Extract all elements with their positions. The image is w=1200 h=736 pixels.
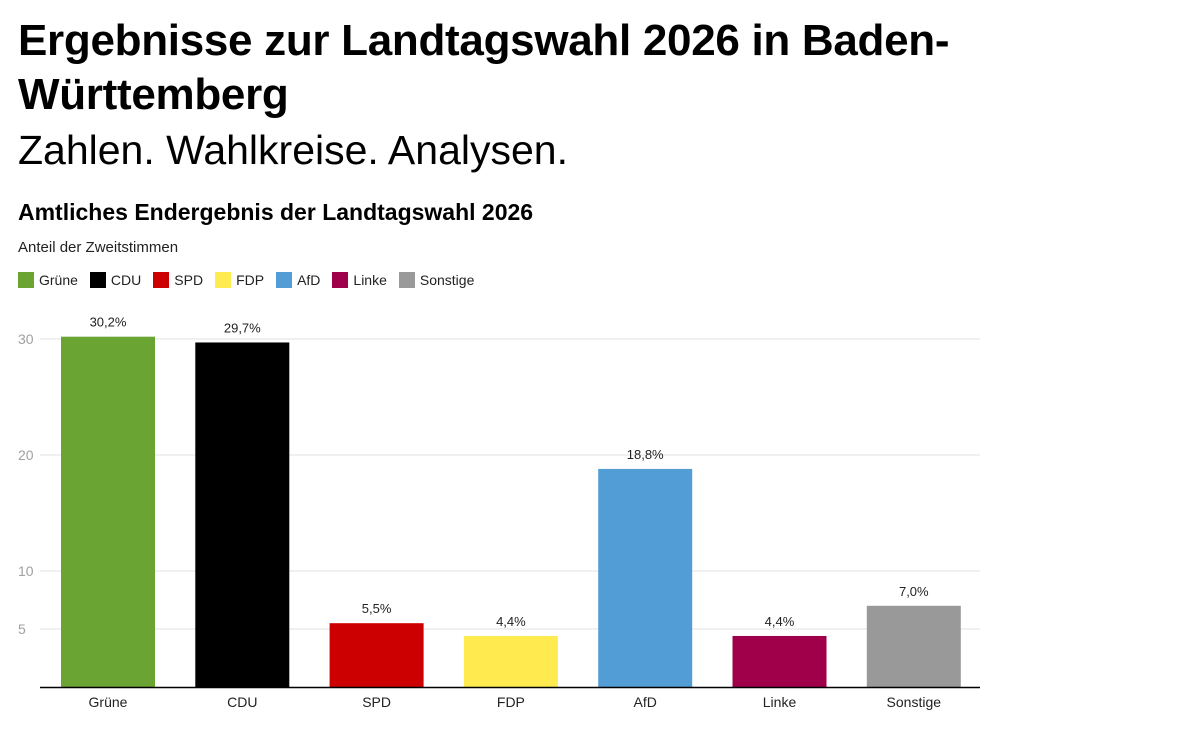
legend-label: FDP	[236, 272, 265, 288]
legend-label: Linke	[353, 272, 387, 288]
x-tick-label: Sonstige	[887, 694, 942, 710]
legend-item-sonstige: Sonstige	[398, 272, 475, 288]
value-label: 7,0%	[899, 584, 929, 599]
page-headline: Ergebnisse zur Landtagswahl 2026 in Bade…	[18, 16, 950, 119]
bar-linke	[732, 635, 827, 687]
legend-item-afd: AfD	[276, 272, 320, 288]
legend-item-fdp: FDP	[215, 272, 264, 288]
y-tick-label: 30	[18, 331, 34, 347]
legend-swatch	[153, 272, 170, 288]
bar-sonstige	[866, 605, 961, 687]
legend-item-spd: SPD	[153, 272, 203, 288]
legend-item-grüne: Grüne	[18, 272, 78, 288]
value-label: 30,2%	[90, 315, 127, 330]
x-tick-label: SPD	[362, 694, 391, 710]
chart-title: Amtliches Endergebnis der Landtagswahl 2…	[18, 199, 534, 225]
legend-swatch	[18, 272, 34, 288]
chart-subtitle: Anteil der Zweitstimmen	[18, 239, 179, 256]
value-label: 4,4%	[496, 614, 526, 629]
chart-legend: Grüne CDU SPD FDP AfD Linke Sonstige	[18, 272, 486, 288]
legend-swatch	[215, 272, 232, 288]
legend-swatch	[276, 272, 293, 288]
value-label: 18,8%	[627, 447, 664, 462]
bar-fdp	[463, 635, 558, 687]
x-tick-label: Linke	[763, 694, 797, 710]
legend-swatch	[89, 272, 106, 288]
legend-label: CDU	[110, 272, 142, 288]
y-tick-label: 10	[18, 563, 34, 579]
page-subline: Zahlen. Wahlkreise. Analysen.	[18, 127, 568, 173]
legend-swatch	[332, 272, 349, 288]
legend-label: SPD	[174, 272, 204, 288]
x-tick-label: AfD	[634, 694, 657, 710]
value-label: 5,5%	[362, 601, 392, 616]
x-tick-label: Grüne	[89, 694, 128, 710]
legend-item-cdu: CDU	[89, 272, 142, 288]
bar-chart: 5 10 20 30 30,2% Grüne 29,7% CDU 5,5% SPD 4,4% FDP 1…	[18, 315, 980, 710]
x-tick-label: CDU	[227, 694, 257, 710]
y-tick-label: 5	[18, 621, 26, 637]
legend-swatch	[398, 272, 415, 288]
bar-cdu	[195, 342, 290, 687]
legend-label: Sonstige	[419, 272, 475, 288]
y-tick-label: 20	[18, 447, 34, 463]
bar-afd	[598, 468, 693, 687]
value-label: 29,7%	[224, 320, 261, 335]
x-tick-label: FDP	[497, 694, 525, 710]
legend-label: Grüne	[39, 272, 78, 288]
legend-item-linke: Linke	[332, 272, 387, 288]
legend-label: AfD	[297, 272, 321, 288]
bar-grüne	[61, 336, 155, 687]
value-label: 4,4%	[765, 614, 795, 629]
bar-spd	[329, 623, 424, 687]
